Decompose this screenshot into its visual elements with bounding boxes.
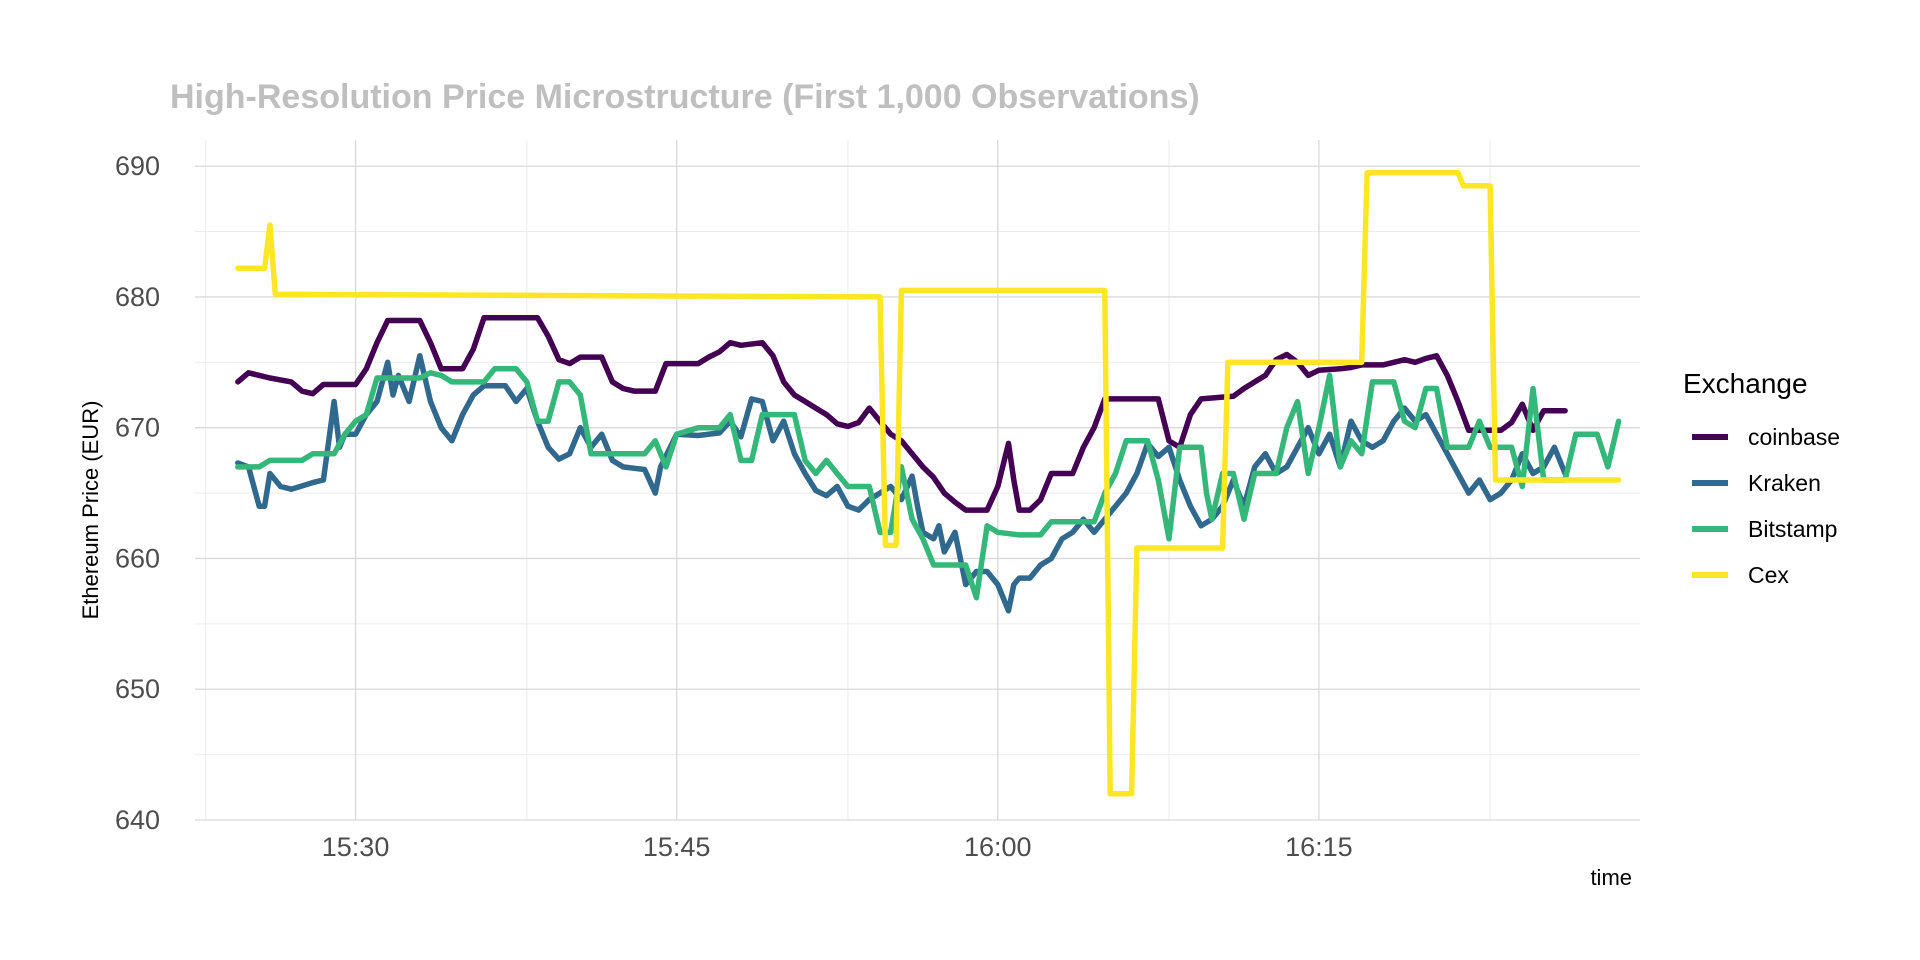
y-tick-label: 660 xyxy=(115,543,160,573)
legend-label-kraken: Kraken xyxy=(1748,470,1821,496)
series-line-cex xyxy=(235,169,1622,797)
y-axis-ticks: 640 650 660 670 680 690 xyxy=(115,151,160,835)
y-tick-label: 650 xyxy=(115,674,160,704)
x-tick-label: 15:30 xyxy=(322,832,390,862)
series-line-bitstamp xyxy=(235,366,1622,601)
x-tick-label: 16:00 xyxy=(964,832,1032,862)
y-tick-label: 670 xyxy=(115,413,160,443)
x-tick-label: 15:45 xyxy=(643,832,711,862)
x-axis-title: time xyxy=(1590,865,1632,890)
legend-label-bitstamp: Bitstamp xyxy=(1748,516,1837,542)
legend: Exchange coinbase Kraken Bitstamp Cex xyxy=(1683,368,1840,588)
x-axis-ticks: 15:30 15:45 16:00 16:15 xyxy=(322,832,1353,862)
series-lines xyxy=(235,169,1622,797)
legend-title: Exchange xyxy=(1683,368,1808,399)
series-line-coinbase xyxy=(235,315,1568,513)
y-tick-label: 680 xyxy=(115,282,160,312)
y-axis-title: Ethereum Price (EUR) xyxy=(78,401,103,620)
x-tick-label: 16:15 xyxy=(1285,832,1353,862)
y-tick-label: 690 xyxy=(115,151,160,181)
grid xyxy=(195,140,1640,821)
legend-label-coinbase: coinbase xyxy=(1748,424,1840,450)
chart-title: High-Resolution Price Microstructure (Fi… xyxy=(170,78,1200,116)
y-tick-label: 640 xyxy=(115,805,160,835)
legend-label-cex: Cex xyxy=(1748,562,1789,588)
